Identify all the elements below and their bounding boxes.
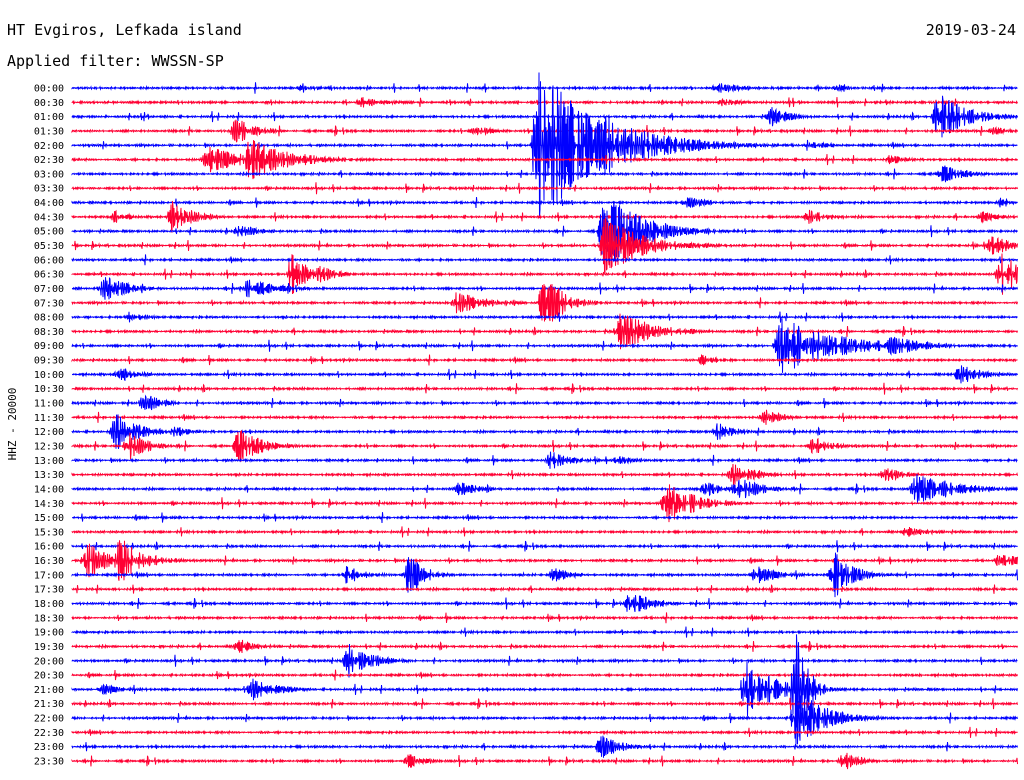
time-tick-label: 05:30	[34, 241, 64, 252]
trace-row	[71, 254, 1018, 266]
time-tick-label: 22:30	[34, 728, 64, 739]
time-tick-label: 12:00	[34, 427, 64, 438]
time-tick-label: 23:30	[34, 757, 64, 768]
time-tick-label: 15:30	[34, 527, 64, 538]
time-tick-label: 01:00	[34, 112, 64, 123]
station-title: HT Evgiros, Lefkada island	[7, 21, 242, 39]
time-tick-label: 11:30	[34, 413, 64, 424]
record-date: 2019-03-24	[925, 21, 1016, 39]
time-tick-label: 06:30	[34, 270, 64, 281]
trace-row	[71, 595, 1018, 613]
trace-row	[71, 284, 1018, 322]
trace-row	[71, 451, 1018, 469]
time-tick-label: 07:30	[34, 298, 64, 309]
trace-row	[71, 540, 1018, 553]
trace-row	[71, 394, 1018, 411]
time-tick-label: 16:30	[34, 556, 64, 567]
trace-row	[71, 313, 1018, 350]
trace-row	[71, 552, 1018, 598]
trace-row	[71, 72, 1018, 219]
time-tick-label: 00:00	[34, 84, 64, 95]
time-tick-label: 12:30	[34, 441, 64, 452]
y-axis-label: HHZ - 20000	[6, 388, 19, 461]
time-tick-label: 11:00	[34, 399, 64, 410]
filter-label: Applied filter: WWSSN-SP	[7, 52, 224, 70]
trace-row	[71, 643, 1018, 678]
trace-row	[71, 639, 1018, 654]
time-tick-label: 13:30	[34, 470, 64, 481]
trace-row	[71, 526, 1018, 538]
time-tick-label: 21:30	[34, 699, 64, 710]
time-tick-label: 14:30	[34, 499, 64, 510]
time-tick-label: 00:30	[34, 98, 64, 109]
time-tick-label: 23:00	[34, 742, 64, 753]
trace-row	[71, 669, 1018, 681]
trace-row	[71, 382, 1018, 395]
trace-row	[71, 474, 1018, 504]
time-tick-label: 03:30	[34, 184, 64, 195]
time-tick-label: 02:00	[34, 141, 64, 152]
time-tick-label: 04:30	[34, 212, 64, 223]
time-tick-label: 01:30	[34, 126, 64, 137]
trace-row	[71, 253, 1018, 295]
time-tick-label: 04:00	[34, 198, 64, 209]
trace-row	[71, 200, 1018, 233]
trace-row	[71, 752, 1018, 770]
trace-row	[71, 584, 1018, 594]
time-tick-label: 09:00	[34, 341, 64, 352]
trace-row	[71, 484, 1018, 523]
trace-row	[71, 197, 1018, 209]
time-tick-label: 03:00	[34, 169, 64, 180]
trace-row	[71, 612, 1018, 624]
trace-row	[71, 318, 1018, 373]
trace-row	[71, 735, 1018, 758]
trace-row	[71, 691, 1018, 745]
trace-row	[71, 430, 1018, 462]
trace-row	[72, 512, 1018, 524]
trace-row	[71, 634, 1018, 745]
trace-row	[71, 311, 1018, 323]
trace-row	[71, 182, 1018, 195]
time-tick-label: 17:30	[34, 585, 64, 596]
trace-row	[71, 540, 1018, 581]
time-tick-label: 08:30	[34, 327, 64, 338]
trace-row	[71, 414, 1018, 450]
time-tick-label: 10:00	[34, 370, 64, 381]
time-tick-labels: 00:00 00:30 01:00 01:30 02:00 02:30 03:00 03:30…	[34, 84, 64, 768]
trace-row	[71, 463, 1018, 486]
trace-row	[72, 365, 1018, 384]
time-tick-label: 20:00	[34, 656, 64, 667]
time-tick-label: 09:30	[34, 356, 64, 367]
time-tick-label: 19:30	[34, 642, 64, 653]
trace-row	[71, 140, 1018, 180]
trace-row	[71, 201, 1018, 262]
time-tick-label: 07:00	[34, 284, 64, 295]
time-tick-label: 20:30	[34, 671, 64, 682]
trace-row	[71, 409, 1018, 425]
time-tick-label: 10:30	[34, 384, 64, 395]
time-tick-label: 19:00	[34, 628, 64, 639]
time-tick-label: 02:30	[34, 155, 64, 166]
time-tick-label: 18:30	[34, 613, 64, 624]
trace-row	[71, 82, 1018, 94]
time-tick-label: 18:00	[34, 599, 64, 610]
time-tick-label: 21:00	[34, 685, 64, 696]
trace-row	[71, 697, 1018, 710]
trace-row	[71, 217, 1018, 274]
time-tick-label: 22:00	[34, 714, 64, 725]
time-tick-label: 15:00	[34, 513, 64, 524]
time-tick-label: 06:00	[34, 255, 64, 266]
time-tick-label: 13:00	[34, 456, 64, 467]
trace-row	[71, 353, 1018, 366]
time-tick-label: 14:00	[34, 484, 64, 495]
time-tick-label: 05:00	[34, 227, 64, 238]
time-tick-label: 08:00	[34, 313, 64, 324]
time-tick-label: 17:00	[34, 570, 64, 581]
trace-row	[71, 726, 1018, 738]
time-tick-label: 16:00	[34, 542, 64, 553]
trace-row	[71, 626, 1018, 638]
trace-rows	[71, 72, 1018, 770]
trace-row	[71, 165, 1018, 183]
